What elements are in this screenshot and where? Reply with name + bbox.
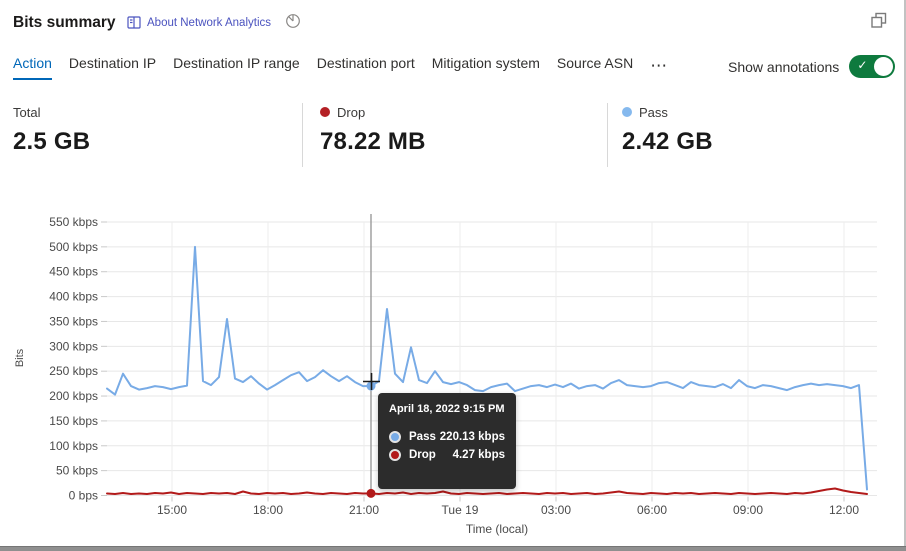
book-icon	[127, 16, 141, 29]
stat-drop-label: Drop	[337, 104, 366, 120]
x-axis-title: Time (local)	[465, 522, 529, 536]
divider	[302, 103, 303, 167]
stat-total-value: 2.5 GB	[13, 128, 91, 155]
show-annotations-control: Show annotations ✓	[728, 55, 896, 78]
y-tick-label: 0 bps	[69, 489, 98, 503]
stat-pass-label: Pass	[639, 104, 668, 120]
tabs-overflow-button[interactable]: ⋯	[650, 56, 669, 75]
x-tick-label: Tue 19	[442, 503, 479, 517]
pass-dot-icon	[389, 431, 401, 443]
stat-pass: Pass 2.42 GB	[622, 103, 713, 156]
tab-mitigation-system[interactable]: Mitigation system	[431, 55, 540, 71]
y-tick-label: 300 kbps	[49, 339, 98, 353]
stat-drop-value: 78.22 MB	[320, 128, 426, 155]
pass-dot-icon	[622, 107, 632, 117]
stat-total: Total 2.5 GB	[13, 103, 90, 156]
x-tick-label: 06:00	[637, 503, 667, 517]
drop-line	[106, 487, 868, 495]
page-title: Bits summary	[13, 14, 116, 31]
x-tick-label: 15:00	[157, 503, 187, 517]
drop-dot-icon	[389, 449, 401, 461]
y-tick-label: 100 kbps	[49, 439, 98, 453]
drop-dot-icon	[320, 107, 330, 117]
window-border	[904, 0, 906, 551]
tooltip-row-pass: Pass 220.13 kbps	[389, 431, 505, 443]
tooltip-pass-label: Pass	[409, 431, 436, 443]
show-annotations-toggle[interactable]: ✓	[849, 55, 896, 78]
x-tick-label: 09:00	[733, 503, 763, 517]
y-tick-label: 200 kbps	[49, 389, 98, 403]
dimension-tabs: Action Destination IP Destination IP ran…	[13, 55, 668, 80]
tab-destination-ip-range[interactable]: Destination IP range	[173, 55, 300, 71]
toggle-knob	[874, 57, 894, 76]
y-tick-label: 150 kbps	[49, 414, 98, 428]
x-tick-label: 18:00	[253, 503, 283, 517]
x-tick-label: 21:00	[349, 503, 379, 517]
restore-window-icon[interactable]	[870, 11, 888, 29]
tab-source-asn[interactable]: Source ASN	[556, 55, 634, 71]
tab-destination-ip[interactable]: Destination IP	[68, 55, 157, 71]
y-tick-label: 50 kbps	[56, 464, 98, 478]
summary-stats: Total 2.5 GB Drop 78.22 MB Pass 2.42 GB	[0, 103, 906, 173]
tooltip-pass-value: 220.13 kbps	[439, 431, 505, 443]
y-tick-label: 550 kbps	[49, 215, 98, 229]
window-bottom-bar	[0, 546, 906, 551]
tooltip-drop-label: Drop	[409, 449, 436, 461]
about-link-label: About Network Analytics	[147, 16, 272, 29]
show-annotations-label: Show annotations	[728, 58, 840, 75]
stat-total-label: Total	[13, 104, 41, 120]
y-tick-label: 450 kbps	[49, 265, 98, 279]
stat-pass-value: 2.42 GB	[622, 128, 713, 155]
time-filter-icon[interactable]	[285, 13, 301, 29]
x-tick-label: 03:00	[541, 503, 571, 517]
chart-tooltip: April 18, 2022 9:15 PM Pass 220.13 kbps …	[378, 393, 516, 489]
x-tick-label: 12:00	[829, 503, 859, 517]
tooltip-drop-value: 4.27 kbps	[452, 449, 505, 461]
tab-action[interactable]: Action	[13, 55, 52, 80]
divider	[607, 103, 608, 167]
y-tick-label: 350 kbps	[49, 314, 98, 328]
stat-drop: Drop 78.22 MB	[320, 103, 426, 156]
tooltip-timestamp: April 18, 2022 9:15 PM	[389, 403, 505, 415]
y-tick-label: 400 kbps	[49, 290, 98, 304]
drop-hover-marker	[366, 488, 376, 498]
about-network-analytics-link[interactable]: About Network Analytics	[127, 16, 271, 29]
y-axis-title: Bits	[14, 348, 26, 368]
tab-destination-port[interactable]: Destination port	[316, 55, 415, 71]
pass-line	[106, 245, 868, 491]
y-tick-label: 500 kbps	[49, 240, 98, 254]
tooltip-row-drop: Drop 4.27 kbps	[389, 449, 505, 461]
y-tick-label: 250 kbps	[49, 364, 98, 378]
checkmark-icon: ✓	[857, 58, 868, 72]
